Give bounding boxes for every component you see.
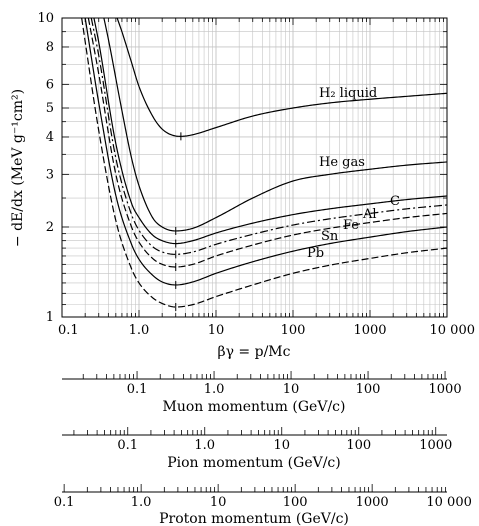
x-tick-label: 1.0 <box>129 323 150 338</box>
curve-label-hegas: He gas <box>319 155 365 170</box>
y-tick-label: 6 <box>46 77 54 92</box>
main-plot: 0.1 1.0 10 100 1000 10 000 1 2 3 4 5 6 8 10 H₂ liqui… <box>10 11 475 360</box>
y-tick-label: 3 <box>46 167 54 182</box>
curve-label-fe: Fe <box>343 218 359 233</box>
scale-tick-label: 1.0 <box>204 382 225 397</box>
x-tick-label: 100 <box>281 323 306 338</box>
curve-layer <box>81 17 448 308</box>
y-tick-label: 2 <box>46 220 54 235</box>
curve-label-sn: Sn <box>321 229 339 244</box>
x-axis-title: βγ = p/Mc <box>218 344 291 360</box>
scale-title: Muon momentum (GeV/c) <box>163 399 346 415</box>
scale-tick-label: 10 <box>210 495 227 510</box>
curve-fe <box>87 17 448 268</box>
y-tick-label: 10 <box>37 11 54 26</box>
momentum-scale-pion: 0.1 1.0 10 100 1000 Pion momentum (GeV/c) <box>62 427 452 471</box>
x-tick-label: 0.1 <box>58 323 79 338</box>
scale-tick-label: 10 <box>283 382 300 397</box>
momentum-scale-proton: 0.1 1.0 10 100 1000 10 000 Proton momentum (Ge… <box>54 484 472 526</box>
scale-tick-label: 100 <box>283 495 308 510</box>
scale-tick-label: 0.1 <box>54 495 75 510</box>
scale-tick-label: 1.0 <box>194 438 215 453</box>
scale-tick-label: 1.0 <box>131 495 152 510</box>
x-tick-label: 10 000 <box>430 323 476 338</box>
scale-tick-label: 100 <box>346 438 371 453</box>
curve-al <box>90 17 448 255</box>
y-tick-label: 4 <box>46 130 54 145</box>
curve-label-hliquid: H₂ liquid <box>319 86 377 101</box>
curve-sn <box>84 17 448 286</box>
curve-pb <box>81 17 448 308</box>
y-tick-label: 8 <box>46 40 54 55</box>
momentum-scale-muon: 0.1 1.0 10 100 1000 Muon momentum (GeV/c) <box>62 371 462 415</box>
y-tick-label: 1 <box>46 310 54 325</box>
scale-tick-label: 10 000 <box>426 495 472 510</box>
scale-tick-label: 0.1 <box>127 382 148 397</box>
curve-label-pb: Pb <box>307 246 324 261</box>
scale-title: Pion momentum (GeV/c) <box>167 455 341 471</box>
axis-ticks <box>62 18 447 317</box>
scale-tick-label: 100 <box>356 382 381 397</box>
scale-tick-label: 1000 <box>429 382 462 397</box>
scale-tick-label: 10 <box>273 438 290 453</box>
curve-c <box>93 17 448 245</box>
y-axis-title: − dE/dx (MeV g⁻¹cm²) <box>10 89 26 247</box>
y-tick-labels: 1 2 3 4 5 6 8 10 <box>37 11 54 325</box>
scale-tick-label: 0.1 <box>117 438 138 453</box>
plot-frame <box>61 17 448 318</box>
x-tick-label: 1000 <box>353 323 386 338</box>
curve-hegas <box>103 17 448 232</box>
scale-tick-label: 1000 <box>419 438 452 453</box>
scale-tick-label: 1000 <box>356 495 389 510</box>
x-tick-labels: 0.1 1.0 10 100 1000 10 000 <box>58 323 475 338</box>
curve-hliquid <box>116 17 448 137</box>
scale-title: Proton momentum (GeV/c) <box>159 511 349 526</box>
y-tick-label: 5 <box>46 101 54 116</box>
curve-label-al: Al <box>362 207 377 222</box>
x-tick-label: 10 <box>208 323 225 338</box>
momentum-scales: 0.1 1.0 10 100 1000 Muon momentum (GeV/c) 0.1 1… <box>54 371 472 526</box>
minimum-markers <box>175 132 182 312</box>
curve-label-c: C <box>390 194 400 209</box>
